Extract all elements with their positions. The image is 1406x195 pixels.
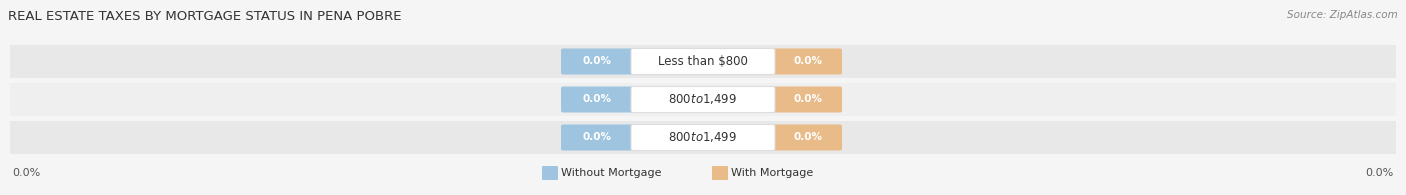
Text: With Mortgage: With Mortgage xyxy=(731,168,813,178)
Text: REAL ESTATE TAXES BY MORTGAGE STATUS IN PENA POBRE: REAL ESTATE TAXES BY MORTGAGE STATUS IN … xyxy=(8,10,402,23)
FancyBboxPatch shape xyxy=(631,124,775,151)
FancyBboxPatch shape xyxy=(711,166,728,180)
FancyBboxPatch shape xyxy=(10,45,1396,78)
Text: 0.0%: 0.0% xyxy=(13,168,41,178)
FancyBboxPatch shape xyxy=(561,124,633,151)
Text: 0.0%: 0.0% xyxy=(793,57,823,66)
FancyBboxPatch shape xyxy=(773,124,842,151)
Text: 0.0%: 0.0% xyxy=(1365,168,1393,178)
Text: Without Mortgage: Without Mortgage xyxy=(561,168,661,178)
Text: $800 to $1,499: $800 to $1,499 xyxy=(668,130,738,144)
Text: Less than $800: Less than $800 xyxy=(658,55,748,68)
Text: 0.0%: 0.0% xyxy=(793,95,823,105)
Text: Source: ZipAtlas.com: Source: ZipAtlas.com xyxy=(1288,10,1398,20)
FancyBboxPatch shape xyxy=(10,83,1396,116)
FancyBboxPatch shape xyxy=(561,49,633,74)
Text: 0.0%: 0.0% xyxy=(793,132,823,143)
FancyBboxPatch shape xyxy=(10,121,1396,154)
Text: 0.0%: 0.0% xyxy=(582,132,612,143)
Text: 0.0%: 0.0% xyxy=(582,95,612,105)
Text: $800 to $1,499: $800 to $1,499 xyxy=(668,92,738,106)
Text: 0.0%: 0.0% xyxy=(582,57,612,66)
FancyBboxPatch shape xyxy=(773,49,842,74)
FancyBboxPatch shape xyxy=(631,87,775,113)
FancyBboxPatch shape xyxy=(561,87,633,113)
FancyBboxPatch shape xyxy=(541,166,558,180)
FancyBboxPatch shape xyxy=(773,87,842,113)
FancyBboxPatch shape xyxy=(631,49,775,74)
